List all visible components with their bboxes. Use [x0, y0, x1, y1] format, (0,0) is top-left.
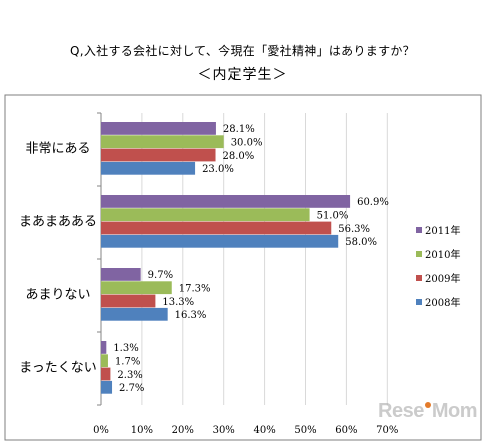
- x-tick-label: 30%: [213, 425, 235, 436]
- data-label: 51.0%: [317, 210, 349, 221]
- bar: [101, 380, 113, 394]
- chart-title: Q,入社する会社に対して、今現在「愛社精神」はありますか？: [69, 44, 415, 58]
- bar: [101, 161, 196, 175]
- x-tick-label: 70%: [376, 425, 398, 436]
- bar: [101, 341, 107, 354]
- data-label: 58.0%: [345, 237, 377, 248]
- chart-subtitle: ＜内定学生＞: [197, 67, 288, 83]
- data-label: 17.3%: [179, 283, 211, 294]
- resemom-logo: Rese Mom: [378, 400, 477, 422]
- data-label: 23.0%: [202, 164, 234, 175]
- bar: [101, 122, 216, 135]
- data-label: 9.7%: [148, 270, 173, 281]
- bar: [101, 367, 111, 381]
- bar: [101, 221, 332, 235]
- x-tick-label: 20%: [172, 425, 194, 436]
- legend-label: 2011年: [425, 224, 460, 237]
- bar: [101, 148, 216, 162]
- category-label: 非常にある: [25, 142, 90, 157]
- legend-label: 2010年: [425, 248, 460, 261]
- bar: [101, 135, 224, 149]
- data-label: 13.3%: [162, 297, 194, 308]
- data-label: 1.3%: [113, 343, 138, 354]
- x-tick-label: 0%: [93, 425, 109, 436]
- data-label: 2.7%: [119, 383, 144, 394]
- legend-label: 2009年: [425, 272, 460, 285]
- bar: [101, 234, 339, 248]
- legend-swatch: [416, 227, 422, 233]
- legend-swatch: [416, 251, 422, 257]
- legend-swatch: [416, 299, 422, 305]
- category-label: まあまあある: [19, 215, 97, 230]
- bar: [101, 268, 141, 281]
- category-label: まったくない: [19, 361, 96, 376]
- category-label: あまりない: [25, 288, 90, 303]
- data-label: 28.0%: [223, 151, 255, 162]
- x-tick-label: 40%: [253, 425, 275, 436]
- bar: [101, 307, 168, 321]
- bar: [101, 354, 108, 368]
- data-label: 1.7%: [115, 356, 140, 367]
- legend-swatch: [416, 275, 422, 281]
- x-tick-label: 60%: [335, 425, 357, 436]
- data-label: 28.1%: [223, 124, 255, 135]
- data-label: 2.3%: [117, 370, 142, 381]
- x-tick-label: 10%: [131, 425, 153, 436]
- bar: [101, 208, 310, 222]
- data-label: 16.3%: [175, 310, 207, 321]
- x-tick-label: 50%: [294, 425, 316, 436]
- legend-label: 2008年: [425, 296, 460, 309]
- chart-frame: [4, 94, 482, 441]
- bar: [101, 195, 351, 208]
- data-label: 56.3%: [338, 224, 370, 235]
- data-label: 60.9%: [357, 197, 389, 208]
- bar: [101, 294, 156, 308]
- data-label: 30.0%: [231, 137, 263, 148]
- bar: [101, 281, 172, 295]
